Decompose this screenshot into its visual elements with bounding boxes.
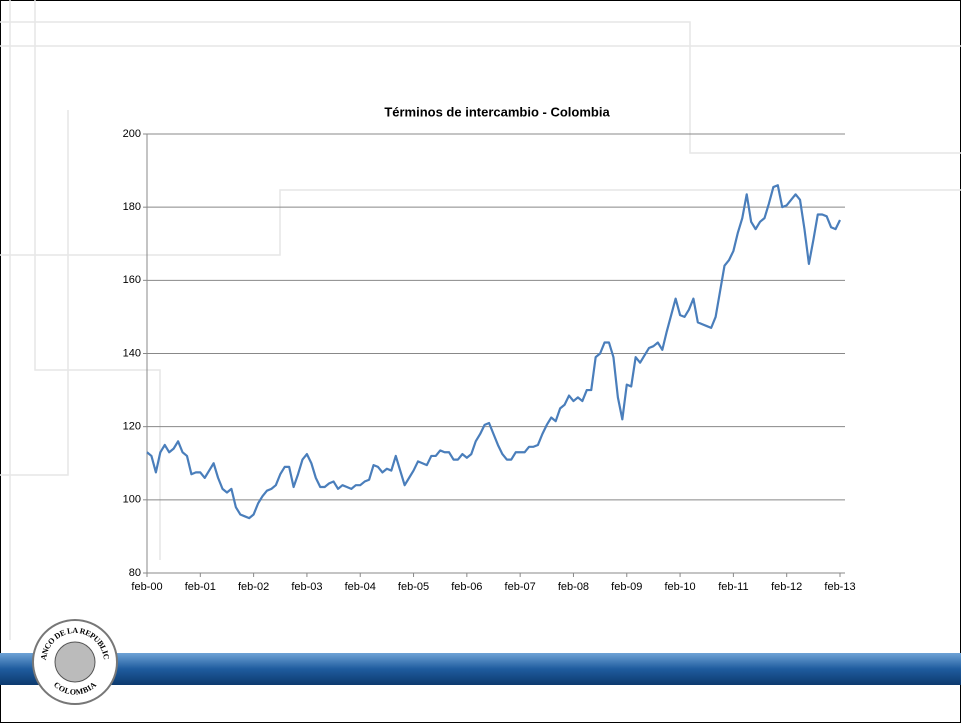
- background-decoration: [0, 0, 961, 640]
- footer-band: [0, 653, 961, 685]
- x-tick-label: feb-12: [771, 581, 802, 593]
- x-tick-label: feb-06: [451, 581, 482, 593]
- x-tick-label: feb-10: [664, 581, 695, 593]
- x-tick-label: feb-01: [185, 581, 216, 593]
- logo-face: [54, 641, 96, 683]
- x-tick-label: feb-07: [505, 581, 536, 593]
- y-tick-label: 120: [123, 421, 141, 433]
- data-line: [146, 184, 841, 520]
- x-tick-label: feb-05: [398, 581, 429, 593]
- y-tick-label: 100: [123, 494, 141, 506]
- chart-title: Términos de intercambio - Colombia: [384, 104, 610, 119]
- x-tick-label: feb-00: [131, 581, 162, 593]
- x-tick-label: feb-09: [611, 581, 642, 593]
- y-tick-label: 180: [123, 201, 141, 213]
- x-tick-label: feb-03: [291, 581, 322, 593]
- y-tick-label: 140: [123, 347, 141, 359]
- x-tick-label: feb-02: [238, 581, 269, 593]
- x-tick-label: feb-11: [718, 581, 748, 593]
- x-tick-label: feb-04: [345, 581, 376, 593]
- x-tick-label: feb-13: [824, 581, 855, 593]
- x-tick-label: feb-08: [558, 581, 589, 593]
- y-tick-label: 80: [129, 567, 141, 579]
- y-tick-label: 200: [123, 128, 141, 140]
- y-tick-label: 160: [123, 274, 141, 286]
